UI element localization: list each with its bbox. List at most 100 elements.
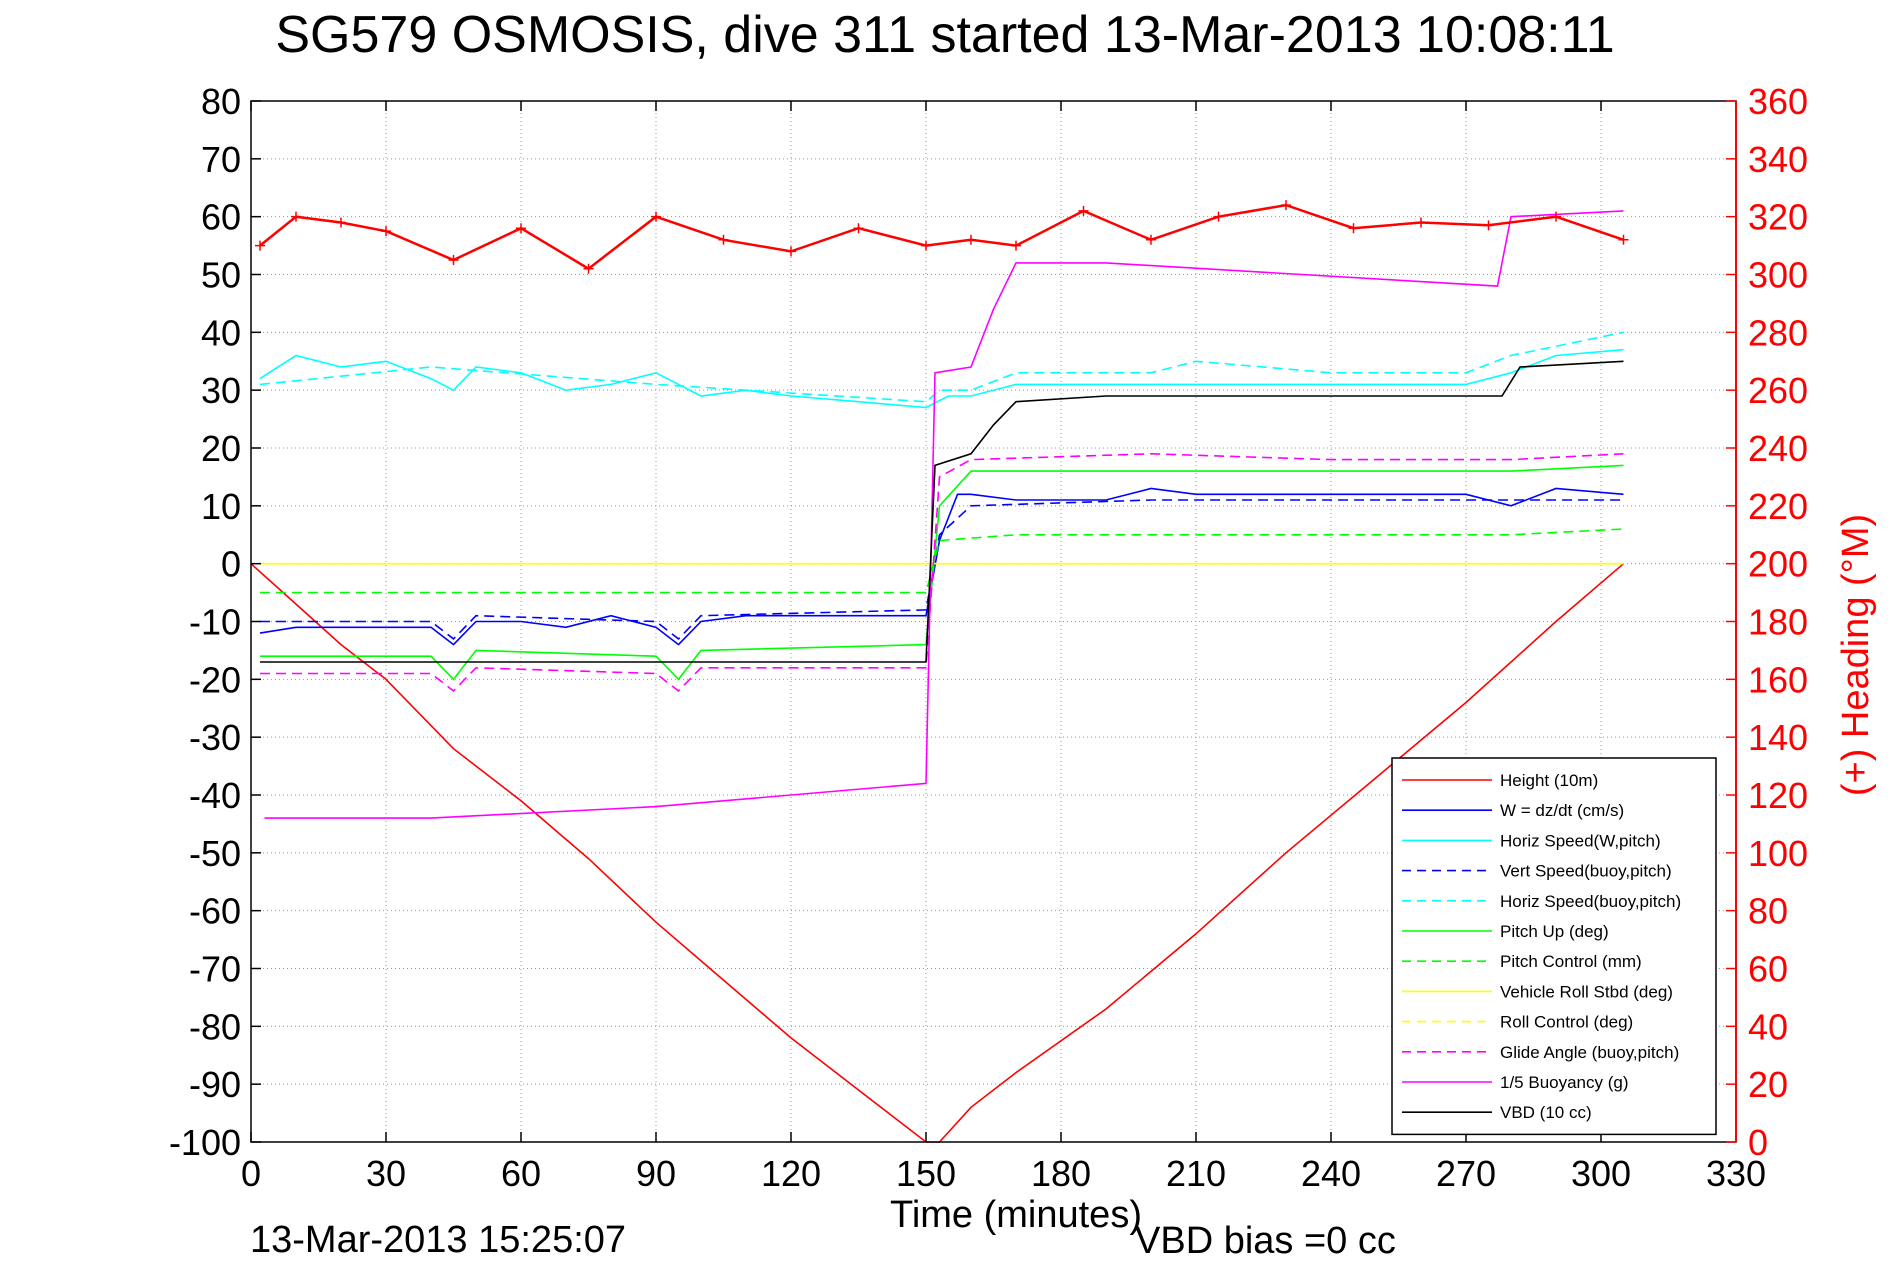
y-tick-label: 0	[221, 544, 241, 585]
y-right-tick-label: 180	[1748, 602, 1808, 643]
y-tick-label: 40	[201, 312, 241, 353]
series-horiz-speed-buoy-pitch	[259, 331, 1624, 403]
y-right-tick-label: 140	[1748, 717, 1808, 758]
y-tick-label: 60	[201, 197, 241, 238]
series-vert-speed-buoy-pitch	[260, 499, 1624, 640]
y-tick-label: -80	[189, 1006, 241, 1047]
y-tick-label: -50	[189, 833, 241, 874]
heading-marker	[651, 211, 661, 222]
x-tick-label: 180	[1031, 1153, 1091, 1194]
heading-marker	[966, 234, 976, 245]
x-tick-label: 90	[636, 1153, 676, 1194]
legend-label: Horiz Speed(buoy,pitch)	[1500, 892, 1681, 911]
y-tick-label: 10	[201, 486, 241, 527]
plot-series	[250, 200, 1629, 1143]
legend-label: Pitch Up (deg)	[1500, 922, 1609, 941]
y-right-tick-label: 60	[1748, 949, 1788, 990]
y-right-tick-label: 120	[1748, 775, 1808, 816]
y-tick-label: -90	[189, 1064, 241, 1105]
y-tick-label: -30	[189, 717, 241, 758]
heading-marker	[853, 223, 864, 234]
heading-marker	[786, 246, 796, 257]
x-tick-label: 150	[896, 1153, 956, 1194]
series-vbd-10-cc	[260, 360, 1624, 663]
series-horiz-speed-w-pitch	[259, 348, 1624, 409]
y-tick-label: -20	[189, 659, 241, 700]
x-tick-label: 60	[501, 1153, 541, 1194]
heading-marker	[583, 263, 594, 274]
series-w-dz-dt-cm-s	[259, 487, 1624, 646]
legend-label: 1/5 Buoyancy (g)	[1500, 1073, 1629, 1092]
heading-marker	[516, 223, 526, 234]
heading-marker	[448, 255, 459, 266]
y-right-tick-label: 360	[1748, 81, 1808, 122]
x-tick-label: 120	[761, 1153, 821, 1194]
x-tick-label: 0	[241, 1153, 261, 1194]
x-tick-label: 240	[1301, 1153, 1361, 1194]
footer-vbd-bias: VBD bias =0 cc	[1135, 1220, 1396, 1262]
heading-marker	[1416, 217, 1426, 228]
y-tick-label: -10	[189, 602, 241, 643]
legend-box	[1391, 757, 1717, 1136]
y-right-tick-label: 160	[1748, 659, 1808, 700]
y-tick-label: -70	[189, 949, 241, 990]
y-tick-label: -100	[169, 1122, 241, 1163]
legend-label: Vehicle Roll Stbd (deg)	[1500, 982, 1673, 1001]
series-1-5-buoyancy-g	[264, 210, 1624, 819]
legend-label: Horiz Speed(W,pitch)	[1500, 831, 1661, 850]
y-tick-label: 20	[201, 428, 241, 469]
axis-ticks: 0 30 60 90 120 150 180 210 240 270 300 330807060504…	[169, 81, 1808, 1194]
legend-label: W = dz/dt (cm/s)	[1500, 801, 1624, 820]
heading-marker	[336, 217, 346, 228]
y-right-tick-label: 340	[1748, 139, 1808, 180]
y-right-tick-label: 80	[1748, 891, 1788, 932]
heading-marker	[1213, 211, 1224, 222]
y-tick-label: -60	[189, 891, 241, 932]
footer-timestamp: 13-Mar-2013 15:25:07	[250, 1219, 626, 1261]
series-pitch-control-mm	[260, 528, 1624, 594]
y-right-tick-label: 220	[1748, 486, 1808, 527]
heading-marker	[255, 240, 265, 251]
y-right-tick-label: 200	[1748, 544, 1808, 585]
legend-label: VBD (10 cc)	[1500, 1103, 1592, 1122]
x-tick-label: 270	[1436, 1153, 1496, 1194]
heading-marker	[718, 234, 729, 245]
x-tick-label: 210	[1166, 1153, 1226, 1194]
y-right-tick-label: 20	[1748, 1064, 1788, 1105]
legend-label: Height (10m)	[1500, 771, 1598, 790]
legend-label: Glide Angle (buoy,pitch)	[1500, 1043, 1679, 1062]
legend-label: Vert Speed(buoy,pitch)	[1500, 862, 1672, 881]
legend: Height (10m) W = dz/dt (cm/s) Horiz Speed(…	[1391, 757, 1717, 1136]
heading-marker	[1078, 205, 1089, 216]
heading-marker	[1011, 240, 1021, 251]
chart-title: SG579 OSMOSIS, dive 311 started 13-Mar-2…	[275, 6, 1614, 64]
heading-marker	[1281, 200, 1291, 211]
x-axis-label: Time (minutes)	[890, 1194, 1142, 1236]
y-right-tick-label: 300	[1748, 255, 1808, 296]
heading-marker	[1618, 234, 1629, 245]
x-tick-label: 330	[1706, 1153, 1766, 1194]
y-right-tick-label: 320	[1748, 197, 1808, 238]
series-heading-m	[259, 203, 1624, 271]
y-right-tick-label: 100	[1748, 833, 1808, 874]
y-axis-right-label: (+) Heading (°M)	[1835, 514, 1877, 796]
legend-label: Pitch Control (mm)	[1500, 952, 1642, 971]
y-tick-label: -40	[189, 775, 241, 816]
y-right-tick-label: 0	[1748, 1122, 1768, 1163]
x-tick-label: 300	[1571, 1153, 1631, 1194]
heading-marker	[1146, 234, 1156, 245]
series-pitch-up-deg	[260, 464, 1624, 681]
heading-marker	[291, 211, 301, 222]
heading-marker	[1551, 211, 1561, 222]
y-right-tick-label: 40	[1748, 1006, 1788, 1047]
series-height-10m	[250, 563, 1625, 1143]
heading-marker	[1348, 223, 1359, 234]
heading-marker	[921, 240, 931, 251]
heading-marker	[381, 226, 391, 237]
y-right-tick-label: 260	[1748, 370, 1808, 411]
y-right-tick-label: 280	[1748, 312, 1808, 353]
y-tick-label: 80	[201, 81, 241, 122]
x-tick-label: 30	[366, 1153, 406, 1194]
y-tick-label: 50	[201, 255, 241, 296]
